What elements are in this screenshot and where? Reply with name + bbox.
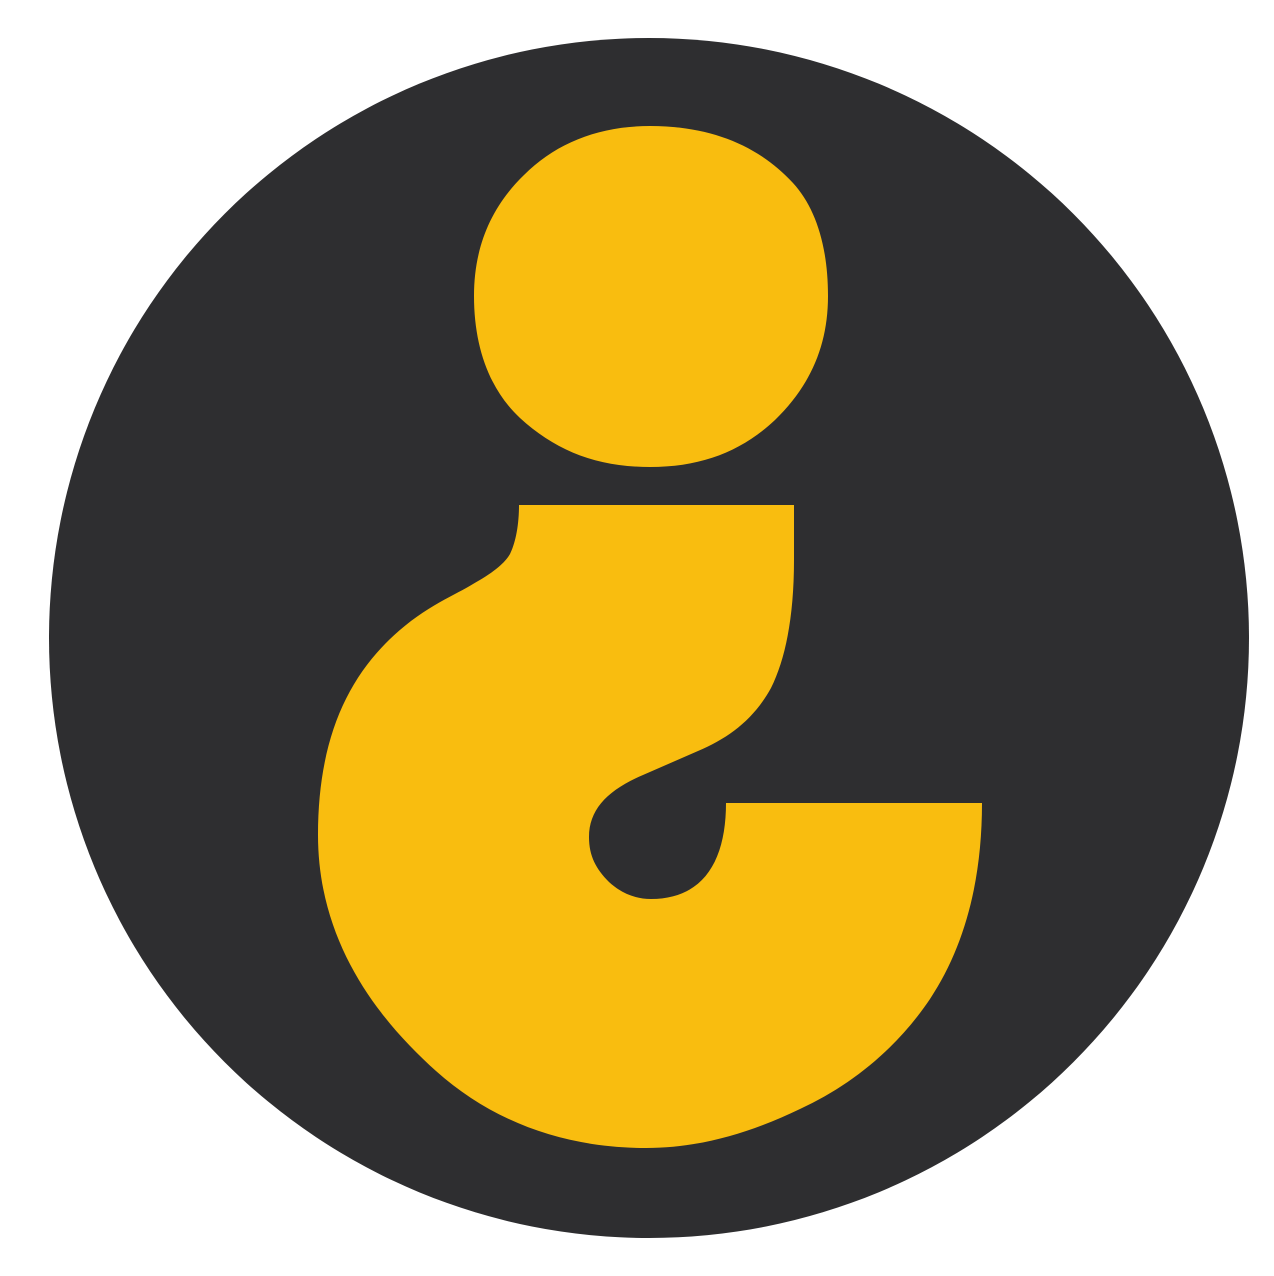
- inverted-question-mark-icon: [318, 126, 982, 1148]
- glyph-hook: [318, 505, 982, 1148]
- glyph-dot: [474, 126, 828, 467]
